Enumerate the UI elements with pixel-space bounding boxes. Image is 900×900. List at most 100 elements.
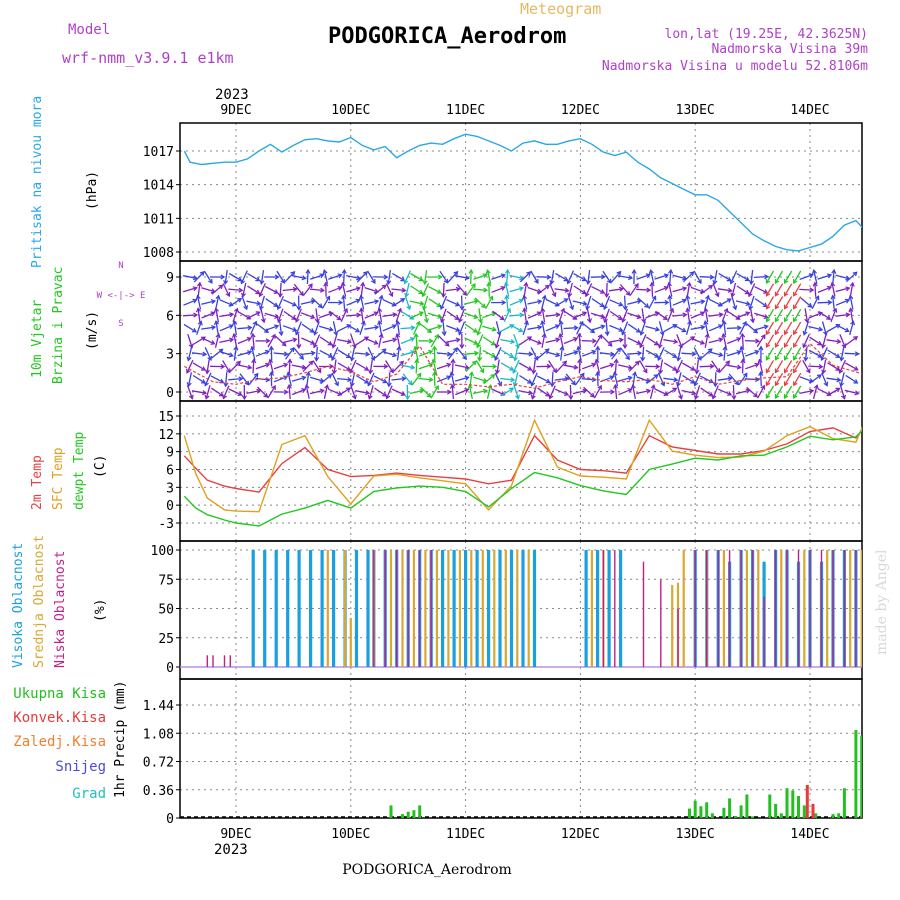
wind-barb — [645, 349, 659, 358]
wind-barb-head — [571, 380, 576, 386]
wind-barb-head — [627, 388, 633, 393]
precip-bar — [733, 816, 737, 818]
wind-barb-head — [263, 392, 269, 398]
wind-barb — [835, 274, 850, 280]
wind-barb — [364, 326, 379, 330]
wind-barb-head — [196, 281, 203, 287]
wind-barb-head — [518, 286, 525, 292]
wind-barb — [590, 312, 605, 319]
wind-barb-head — [404, 292, 410, 298]
wind-barb — [637, 297, 649, 308]
y-tick-label: -3 — [158, 517, 174, 532]
wind-barb-head — [509, 387, 515, 393]
wind-barb — [774, 270, 784, 284]
wind-barb-head — [627, 375, 633, 381]
wind-barb — [391, 288, 406, 292]
product-title: Meteogram — [520, 0, 601, 18]
wind-barb-head — [268, 358, 274, 364]
wind-barb — [454, 376, 469, 382]
wind-barb-head — [622, 344, 628, 350]
wind-barb — [708, 324, 723, 332]
wind-barb-head — [356, 312, 362, 318]
wind-barb-head — [453, 270, 459, 276]
wind-barb-head — [331, 369, 337, 375]
wind-barb-head — [783, 393, 789, 399]
wind-barb — [360, 308, 364, 323]
wind-barb — [210, 387, 224, 397]
wind-barb — [555, 272, 568, 282]
wind-barb — [563, 337, 578, 345]
wind-barb — [265, 298, 278, 307]
wind-barb-head — [428, 362, 434, 368]
wind-barb-head — [201, 390, 208, 396]
cloud-bar — [642, 561, 645, 667]
wind-barb-head — [365, 390, 371, 396]
wind-barb-head — [657, 356, 662, 362]
wind-barb — [400, 364, 415, 369]
wind-barb-head — [816, 374, 822, 379]
wind-barb — [276, 270, 285, 284]
wind-barb — [754, 325, 768, 331]
wind-barb-head — [691, 351, 697, 357]
wind-barb-head — [533, 355, 539, 361]
wind-barb-head — [246, 337, 252, 342]
wind-barb — [711, 360, 721, 373]
wind-barb — [793, 283, 802, 297]
legend-freezing-rain: Zaledj.Kisa — [13, 734, 106, 750]
wind-barb — [627, 352, 642, 355]
wind-barb — [182, 275, 197, 279]
wind-barb-head — [558, 332, 564, 338]
wind-barb — [187, 372, 193, 387]
cloud-bar — [602, 550, 605, 667]
wind-barb — [668, 295, 672, 310]
cloud-bar — [435, 550, 438, 667]
cloud-bar — [866, 550, 869, 667]
wind-barb-head — [336, 315, 342, 321]
wind-barb — [219, 338, 234, 344]
wind-barb-head — [554, 324, 560, 329]
wind-barb-head — [726, 298, 732, 303]
cloud-bar — [401, 550, 404, 667]
wind-barb — [400, 326, 415, 330]
wind-barb — [305, 385, 310, 399]
wind-barb-head — [458, 330, 463, 336]
wind-barb — [629, 283, 639, 296]
wind-barb — [491, 388, 505, 396]
wind-barb-head — [537, 324, 543, 330]
x-axis-day-labels-top: 9DEC 10DEC 11DEC 12DEC 13DEC 14DEC — [220, 103, 829, 118]
wind-barb — [215, 321, 219, 336]
wind-barb — [718, 298, 732, 307]
wind-barb-head — [691, 390, 697, 396]
wind-barb-head — [675, 382, 681, 388]
wind-barb-head — [258, 305, 264, 311]
wind-barb-head — [522, 307, 528, 313]
precip-bar — [831, 814, 835, 818]
wind-barb — [277, 295, 284, 310]
wind-barb — [319, 312, 333, 319]
wind-barb — [329, 310, 341, 321]
wind-barb-head — [765, 393, 771, 399]
wind-barb-head — [276, 317, 282, 323]
cloud-bar — [763, 596, 765, 667]
precip-bar — [779, 813, 783, 818]
wind-barb — [817, 286, 832, 294]
wind-barb — [845, 362, 859, 371]
x-tick-label-bottom: 11DEC — [446, 827, 485, 842]
wind-barb — [849, 282, 854, 297]
wind-barb — [809, 336, 822, 346]
wind-barb-head — [853, 336, 859, 341]
wind-barb-head — [401, 376, 407, 382]
wind-barb-head — [823, 381, 829, 387]
wind-barb — [645, 336, 659, 346]
precip-ylabel: 1hr Precip (mm) — [113, 681, 128, 798]
wind-barb-head — [736, 364, 742, 370]
y-tick-label: 50 — [158, 603, 174, 618]
wind-barb — [686, 282, 691, 297]
wind-barb — [509, 287, 524, 293]
wind-barb-head — [418, 311, 424, 317]
wind-barb-head — [586, 318, 593, 324]
wind-barb-head — [251, 358, 257, 364]
wind-barb — [658, 321, 664, 336]
wind-barb — [252, 333, 255, 348]
wind-barb — [476, 334, 484, 348]
